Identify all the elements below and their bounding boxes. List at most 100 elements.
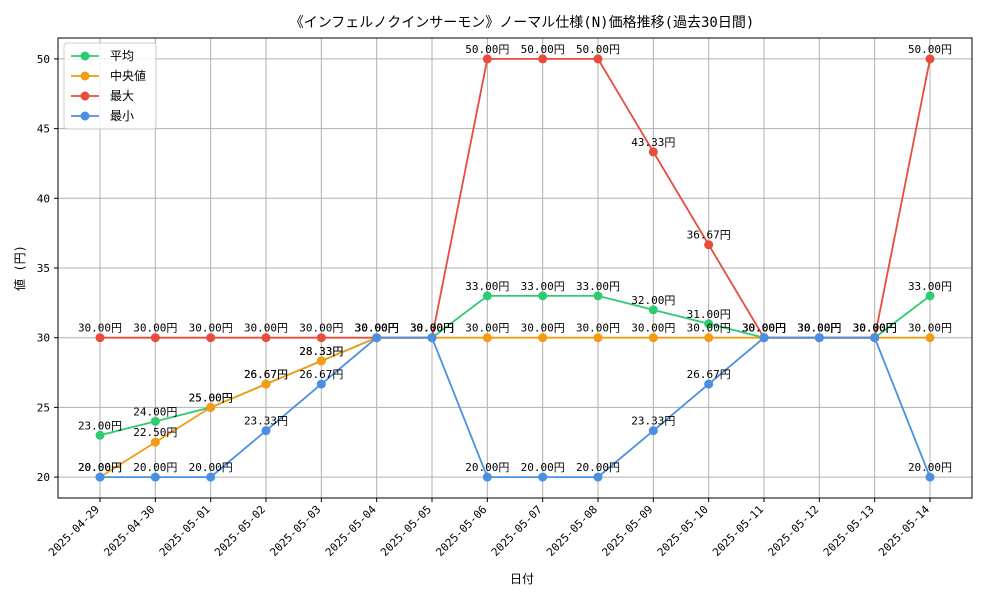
legend-label: 最小 bbox=[110, 109, 134, 123]
data-point bbox=[150, 333, 160, 343]
x-tick-label: 2025-05-02 bbox=[212, 503, 268, 559]
data-label: 30.00円 bbox=[78, 322, 122, 335]
legend-box bbox=[63, 42, 157, 130]
data-point bbox=[925, 333, 935, 343]
data-label: 30.00円 bbox=[189, 322, 233, 335]
data-point bbox=[316, 333, 326, 343]
data-label: 30.00円 bbox=[742, 322, 786, 335]
data-point bbox=[759, 333, 769, 343]
data-label: 30.00円 bbox=[133, 322, 177, 335]
data-label: 33.00円 bbox=[521, 280, 565, 293]
data-label: 50.00円 bbox=[465, 43, 509, 56]
data-label: 33.00円 bbox=[576, 280, 620, 293]
x-tick-label: 2025-05-13 bbox=[821, 503, 877, 559]
data-label: 30.00円 bbox=[410, 322, 454, 335]
data-point bbox=[482, 472, 492, 482]
data-point bbox=[648, 147, 658, 157]
data-point bbox=[95, 430, 105, 440]
data-point bbox=[95, 472, 105, 482]
data-label: 28.33円 bbox=[299, 345, 343, 358]
x-axis-label: 日付 bbox=[510, 572, 534, 586]
data-label: 25.00円 bbox=[189, 391, 233, 404]
series-lines bbox=[95, 54, 935, 482]
data-label: 24.00円 bbox=[133, 405, 177, 418]
data-point bbox=[427, 333, 437, 343]
data-label: 30.00円 bbox=[797, 322, 841, 335]
data-label: 23.33円 bbox=[631, 415, 675, 428]
data-label: 30.00円 bbox=[853, 322, 897, 335]
y-tick-label: 40 bbox=[37, 192, 50, 205]
data-point bbox=[206, 333, 216, 343]
data-label: 30.00円 bbox=[742, 322, 786, 335]
x-tick-label: 2025-05-07 bbox=[489, 503, 545, 559]
data-point bbox=[593, 291, 603, 301]
data-point bbox=[316, 356, 326, 366]
data-point bbox=[150, 416, 160, 426]
data-label: 30.00円 bbox=[742, 322, 786, 335]
data-label: 30.00円 bbox=[853, 322, 897, 335]
data-point bbox=[261, 426, 271, 436]
data-label: 30.00円 bbox=[355, 322, 399, 335]
x-tick-label: 2025-05-06 bbox=[433, 503, 489, 559]
data-label: 30.00円 bbox=[797, 322, 841, 335]
x-tick-label: 2025-05-11 bbox=[710, 503, 766, 559]
data-label: 25.00円 bbox=[189, 391, 233, 404]
grid bbox=[58, 38, 972, 498]
data-label: 26.67円 bbox=[299, 368, 343, 381]
data-label: 43.33円 bbox=[631, 136, 675, 149]
data-point bbox=[261, 333, 271, 343]
data-point bbox=[648, 333, 658, 343]
x-tick-label: 2025-05-09 bbox=[599, 503, 655, 559]
data-point bbox=[925, 54, 935, 64]
data-label: 30.00円 bbox=[521, 322, 565, 335]
data-label: 30.00円 bbox=[908, 322, 952, 335]
data-labels: 23.00円 24.00円 25.00円 26.67円 28.33円 30.00円 30.0… bbox=[78, 43, 952, 474]
legend-label: 中央値 bbox=[110, 68, 146, 83]
legend-swatch-marker bbox=[80, 91, 90, 101]
x-tick-label: 2025-05-04 bbox=[323, 503, 379, 559]
data-label: 50.00円 bbox=[908, 43, 952, 56]
data-point bbox=[538, 333, 548, 343]
data-point bbox=[150, 437, 160, 447]
data-label: 28.33円 bbox=[299, 345, 343, 358]
data-label: 30.00円 bbox=[410, 322, 454, 335]
data-label: 22.50円 bbox=[133, 426, 177, 439]
data-point bbox=[593, 472, 603, 482]
data-label: 30.00円 bbox=[687, 322, 731, 335]
y-tick-label: 30 bbox=[37, 332, 50, 345]
data-label: 20.00円 bbox=[189, 461, 233, 474]
y-tick-label: 50 bbox=[37, 53, 50, 66]
data-label: 30.00円 bbox=[742, 322, 786, 335]
data-label: 36.67円 bbox=[687, 229, 731, 242]
data-point bbox=[870, 333, 880, 343]
data-label: 30.00円 bbox=[244, 322, 288, 335]
data-label: 50.00円 bbox=[576, 43, 620, 56]
y-tick-label: 25 bbox=[37, 401, 50, 414]
data-point bbox=[704, 379, 714, 389]
data-point bbox=[206, 402, 216, 412]
x-tick-label: 2025-05-10 bbox=[655, 503, 711, 559]
data-label: 30.00円 bbox=[355, 322, 399, 335]
data-label: 23.00円 bbox=[78, 419, 122, 432]
legend-swatch-marker bbox=[80, 51, 90, 61]
y-tick-label: 20 bbox=[37, 471, 50, 484]
data-point bbox=[372, 333, 382, 343]
data-point bbox=[482, 291, 492, 301]
data-label: 50.00円 bbox=[521, 43, 565, 56]
data-label: 30.00円 bbox=[631, 322, 675, 335]
data-label: 31.00円 bbox=[687, 308, 731, 321]
data-point bbox=[704, 319, 714, 329]
data-point bbox=[95, 333, 105, 343]
data-label: 30.00円 bbox=[410, 322, 454, 335]
legend-swatch-marker bbox=[80, 71, 90, 81]
data-point bbox=[704, 240, 714, 250]
data-label: 30.00円 bbox=[797, 322, 841, 335]
data-label: 20.00円 bbox=[133, 461, 177, 474]
data-label: 30.00円 bbox=[410, 322, 454, 335]
data-label: 30.00円 bbox=[355, 322, 399, 335]
data-label: 30.00円 bbox=[576, 322, 620, 335]
data-label: 30.00円 bbox=[853, 322, 897, 335]
x-tick-label: 2025-04-29 bbox=[46, 503, 102, 559]
